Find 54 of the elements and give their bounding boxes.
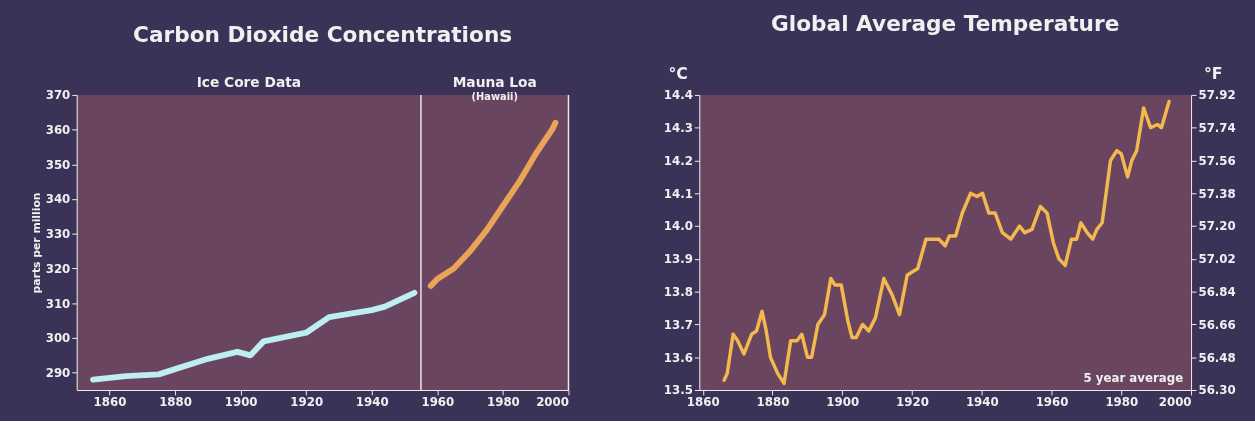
x-tick-label: 1980 bbox=[486, 395, 520, 410]
x-tick-label: 1940 bbox=[355, 395, 389, 410]
y2-tick-label: 57.74 bbox=[1198, 121, 1236, 136]
x-tick-label: 2000 bbox=[1158, 395, 1192, 410]
y-tick-label: 320 bbox=[45, 261, 71, 276]
x-tick-label: 1860 bbox=[686, 395, 720, 410]
y-tick-label: 13.8 bbox=[663, 285, 693, 300]
x-tick-label: 1980 bbox=[1105, 395, 1139, 410]
x-tick-label: 1900 bbox=[224, 395, 258, 410]
y-tick-label: 13.9 bbox=[663, 252, 693, 267]
y-axis-title: °C bbox=[668, 63, 688, 83]
x-tick-label: 1960 bbox=[421, 395, 455, 410]
y-tick-label: 14.3 bbox=[663, 121, 693, 136]
x-tick-label: 1900 bbox=[826, 395, 860, 410]
y-tick-label: 310 bbox=[45, 296, 71, 311]
chart-title: Global Average Temperature bbox=[771, 11, 1120, 36]
y2-tick-label: 57.56 bbox=[1198, 153, 1236, 168]
y2-tick-label: 56.48 bbox=[1198, 350, 1236, 365]
y-tick-label: 360 bbox=[45, 123, 71, 138]
y-tick-label: 290 bbox=[45, 366, 71, 381]
y2-tick-label: 56.66 bbox=[1198, 317, 1236, 332]
x-tick-label: 1880 bbox=[756, 395, 790, 410]
y2-tick-label: 57.38 bbox=[1198, 186, 1236, 201]
text: Mauna Loa bbox=[452, 74, 537, 91]
y2-tick-label: 56.84 bbox=[1198, 285, 1236, 300]
y-tick-label: 340 bbox=[45, 192, 71, 207]
y2-axis-title: °F bbox=[1203, 63, 1223, 83]
x-tick-label: 1880 bbox=[159, 395, 192, 410]
y2-tick-label: 57.02 bbox=[1198, 252, 1236, 267]
annotation: (Hawaii) bbox=[471, 90, 518, 102]
y-tick-label: 370 bbox=[45, 88, 71, 103]
y-axis-title: parts per million bbox=[29, 192, 43, 294]
y-tick-label: 14.2 bbox=[663, 153, 693, 168]
y-tick-label: 14.0 bbox=[663, 219, 693, 234]
y2-tick-label: 57.20 bbox=[1198, 219, 1236, 234]
x-tick-label: 1960 bbox=[1035, 395, 1069, 410]
y-tick-label: 13.5 bbox=[663, 383, 693, 398]
y-tick-label: 13.6 bbox=[663, 350, 693, 365]
annotation: 5 year average bbox=[1083, 371, 1184, 386]
x-tick-label: 1920 bbox=[290, 395, 324, 410]
y2-tick-label: 56.30 bbox=[1198, 383, 1236, 398]
y2-tick-label: 57.92 bbox=[1198, 88, 1236, 103]
chart-title: Carbon Dioxide Concentrations bbox=[133, 21, 513, 47]
y-tick-label: 14.4 bbox=[663, 88, 693, 103]
x-tick-label: 1920 bbox=[896, 395, 929, 410]
x-tick-label: 1940 bbox=[965, 395, 999, 410]
x-tick-label: 2000 bbox=[536, 395, 569, 410]
x-tick-label: 1860 bbox=[93, 395, 127, 410]
y-tick-label: 300 bbox=[45, 331, 71, 346]
y-tick-label: 330 bbox=[45, 227, 71, 242]
text: Ice Core Data bbox=[196, 74, 302, 91]
y-tick-label: 14.1 bbox=[663, 186, 693, 201]
y-tick-label: 350 bbox=[45, 157, 71, 172]
y-tick-label: 13.7 bbox=[663, 317, 693, 332]
